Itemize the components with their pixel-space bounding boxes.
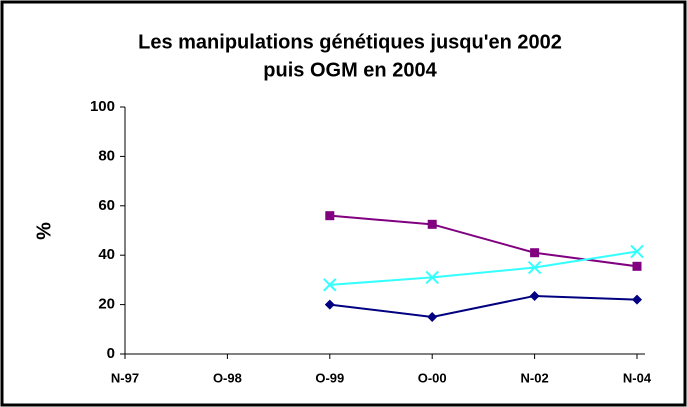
marker [632,294,642,305]
y-axis-label: % [33,222,55,240]
x-tick-label: N-02 [521,370,549,385]
x-tick-label: N-04 [623,370,652,385]
y-tick-label: 60 [98,197,115,214]
chart-title: puis OGM en 2004 [263,59,437,81]
y-tick-label: 40 [98,246,115,263]
chart-title: Les manipulations génétiques jusqu'en 20… [138,31,562,53]
y-tick-label: 20 [98,296,115,313]
x-tick-label: O-00 [418,370,447,385]
marker [324,299,335,310]
y-tick-label: 80 [98,147,115,164]
y-tick-label: 100 [90,98,115,115]
marker [530,248,540,258]
marker [427,219,437,229]
marker [425,270,439,285]
marker [630,244,644,259]
marker [632,261,642,271]
x-tick-label: O-99 [315,370,344,385]
y-tick-label: 0 [107,345,115,362]
x-tick-label: O-98 [213,370,242,385]
marker [325,211,335,221]
marker [529,290,540,301]
marker [527,260,542,275]
series-line [329,250,638,286]
marker [427,311,438,322]
series-line [329,294,638,318]
marker [323,278,337,292]
x-tick-label: N-97 [111,370,139,385]
